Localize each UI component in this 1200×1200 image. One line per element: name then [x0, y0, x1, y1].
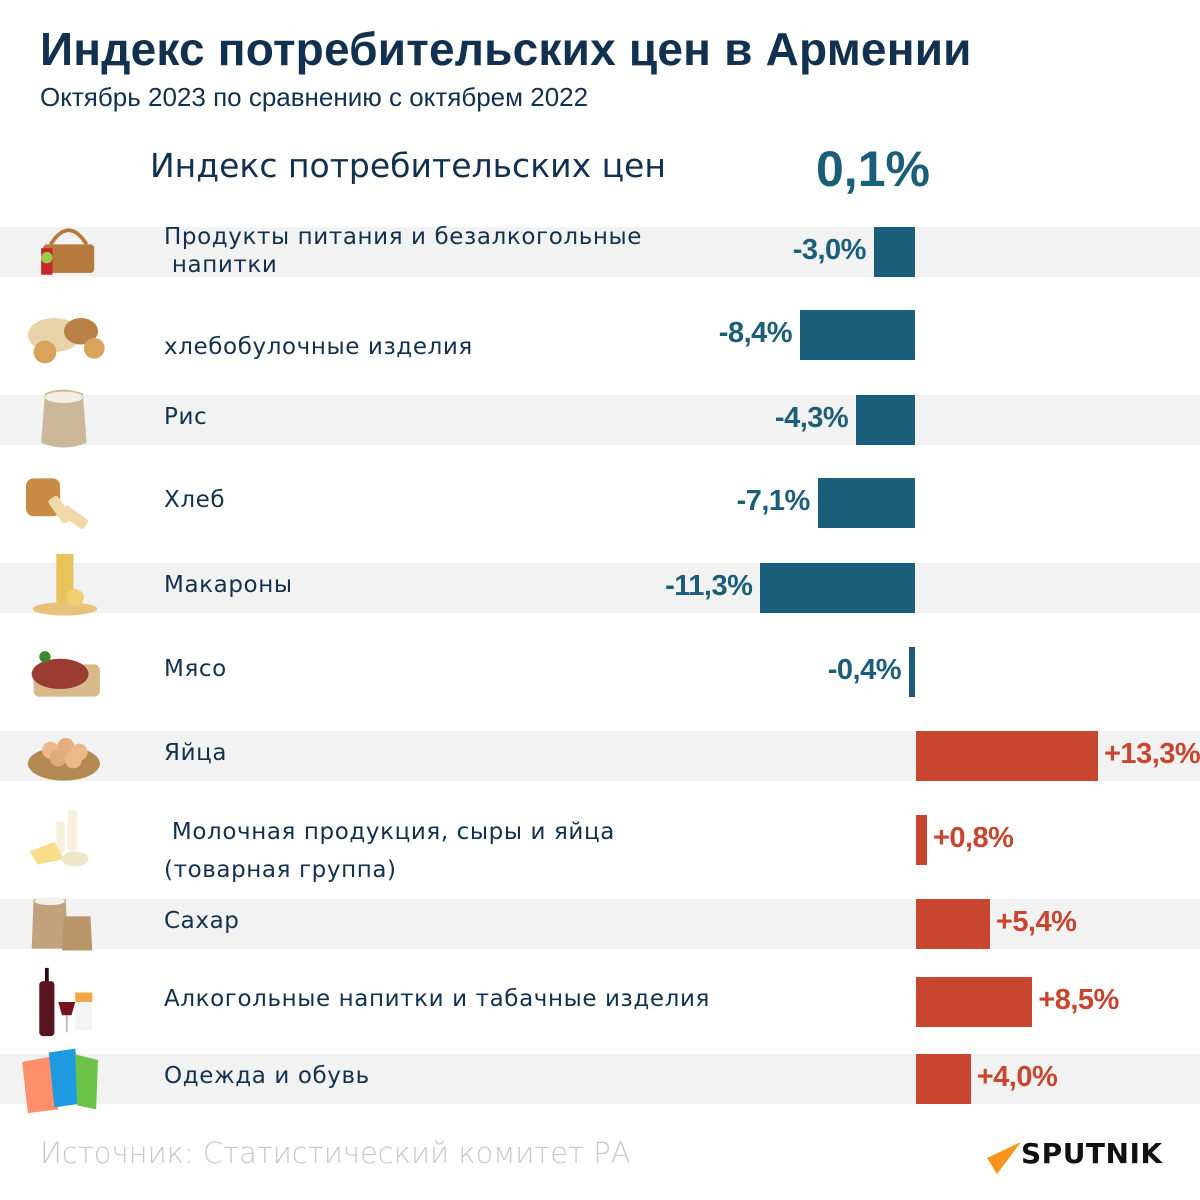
page-title: Индекс потребительских цен в Армении — [40, 23, 972, 75]
logo-text: SPUTNIK — [1021, 1137, 1163, 1170]
category-label-line: Алкогольные напитки и табачные изделия — [164, 986, 710, 1012]
category-label-line: Продукты питания и безалкогольные — [164, 224, 642, 250]
chart-row — [0, 1054, 1200, 1104]
category-label: Продукты питания и безалкогольные напитк… — [164, 223, 642, 279]
source-note: Источник: Статистический комитет РА — [40, 1136, 631, 1170]
data-label: +8,5% — [1038, 984, 1119, 1016]
bar-positive — [916, 815, 927, 865]
category-label-line: Яйца — [164, 740, 228, 766]
data-label: -11,3% — [665, 570, 753, 602]
bar-positive — [916, 731, 1098, 781]
category-label-line: Хлеб — [164, 487, 226, 513]
bakery-icon — [27, 317, 105, 364]
category-label: Одежда и обувь — [164, 1061, 370, 1091]
chart-row — [0, 227, 1200, 277]
category-label: Рис — [164, 402, 207, 432]
category-label-line: хлебобулочные изделия — [164, 334, 473, 360]
picnic-basket-icon — [41, 228, 95, 275]
wine-cigarettes-icon — [39, 967, 93, 1037]
chart-row — [0, 563, 1200, 613]
bar-negative — [800, 310, 915, 360]
data-label: +0,8% — [932, 822, 1014, 854]
category-label-line: Сахар — [164, 908, 240, 934]
category-label-line: Молочная продукция, сыры и яйца — [164, 819, 615, 845]
sputnik-logo: SPUTNIK — [985, 1136, 1165, 1176]
category-label: Алкогольные напитки и табачные изделия — [164, 984, 710, 1014]
shirts-icon — [22, 1048, 98, 1114]
bar-positive — [916, 1054, 971, 1104]
page-subtitle: Октябрь 2023 по сравнению с октябрем 202… — [40, 82, 589, 112]
data-label: -7,1% — [736, 485, 811, 517]
data-label: -3,0% — [792, 234, 867, 266]
rice-sack-icon — [41, 389, 87, 448]
category-label: Молочная продукция, сыры и яйца (товарная… — [164, 813, 615, 889]
data-label: -0,4% — [827, 654, 902, 686]
category-label: Яйца — [164, 738, 227, 768]
bar-negative — [856, 395, 915, 445]
category-label: Сахар — [164, 906, 239, 936]
bar-negative — [909, 647, 915, 697]
meat-icon — [31, 651, 100, 697]
category-label-line: Одежда и обувь — [164, 1063, 370, 1089]
bar-negative — [873, 227, 915, 277]
data-label: +4,0% — [976, 1061, 1058, 1093]
bread-loaf-icon — [26, 478, 89, 529]
bar-negative — [760, 563, 915, 613]
total-index-label: Индекс потребительских цен — [150, 146, 666, 185]
category-label-line: напитки — [164, 252, 278, 278]
category-label-line: Рис — [164, 404, 208, 430]
category-label: хлебобулочные изделия — [164, 332, 473, 362]
category-label-line: (товарная группа) — [164, 857, 397, 883]
chart-row — [0, 395, 1200, 445]
dairy-icon — [29, 809, 89, 867]
category-label: Хлеб — [164, 485, 225, 515]
sputnik-logo-icon — [987, 1142, 1021, 1174]
bar-negative — [817, 478, 915, 528]
data-label: +13,3% — [1104, 738, 1200, 770]
category-label: Мясо — [164, 654, 227, 684]
sugar-sacks-icon — [31, 897, 93, 951]
category-label: Макароны — [164, 570, 293, 600]
total-index-value: 0,1% — [816, 141, 930, 197]
bar-positive — [916, 977, 1033, 1027]
category-label-line: Макароны — [164, 572, 293, 598]
category-label-line: Мясо — [164, 656, 227, 682]
chart-row — [0, 899, 1200, 949]
egg-basket-icon — [27, 738, 100, 781]
pasta-icon — [32, 553, 98, 616]
data-label: -4,3% — [774, 402, 849, 434]
bar-positive — [916, 899, 990, 949]
data-label: +5,4% — [995, 906, 1077, 938]
data-label: -8,4% — [718, 317, 793, 349]
